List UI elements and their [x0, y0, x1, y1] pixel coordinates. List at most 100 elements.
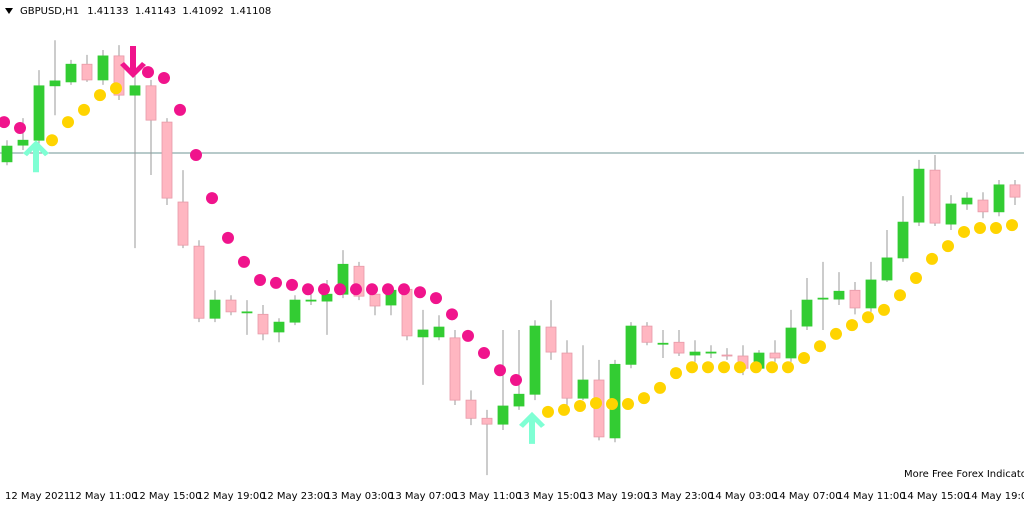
indicator-dot — [558, 403, 570, 416]
high-value: 1.41143 — [135, 6, 176, 17]
candle-body — [305, 299, 317, 302]
candle-body — [1, 145, 13, 163]
candle-body — [193, 245, 205, 319]
indicator-dot — [78, 103, 90, 116]
candle-body — [273, 321, 285, 333]
candle-body — [289, 299, 301, 323]
indicator-dot — [638, 392, 650, 405]
x-tick-label: 12 May 11:00 — [69, 491, 138, 502]
indicator-dot — [350, 283, 362, 296]
open-value: 1.41133 — [87, 6, 128, 17]
indicator-dot — [910, 272, 922, 285]
indicator-dot — [894, 289, 906, 302]
candle-body — [1009, 184, 1021, 198]
indicator-dot — [366, 283, 378, 296]
candle-body — [177, 201, 189, 246]
candle-body — [977, 199, 989, 213]
indicator-dot — [254, 273, 266, 286]
candle-body — [65, 63, 77, 83]
candle-body — [689, 351, 701, 356]
close-value: 1.41108 — [230, 6, 271, 17]
buy-arrow — [23, 140, 49, 173]
candle-body — [673, 341, 685, 354]
candle-body — [81, 63, 93, 81]
candle-body — [225, 299, 237, 313]
candle-body — [513, 393, 525, 407]
x-tick-label: 12 May 23:00 — [261, 491, 330, 502]
indicator-dot — [862, 311, 874, 324]
candle-body — [481, 417, 493, 425]
menu-triangle — [5, 8, 13, 14]
x-tick-label: 13 May 11:00 — [453, 491, 522, 502]
x-tick-label: 14 May 03:00 — [709, 491, 778, 502]
candle-body — [641, 325, 653, 343]
candle-body — [865, 279, 877, 309]
indicator-dot — [94, 89, 106, 102]
indicator-dot — [590, 397, 602, 410]
indicator-dot — [430, 292, 442, 305]
indicator-dot — [782, 361, 794, 374]
indicator-dot — [958, 225, 970, 238]
indicator-dot — [622, 398, 634, 411]
symbol: GBPUSD,H1 — [20, 6, 79, 17]
x-tick-label: 14 May 11:00 — [837, 491, 906, 502]
indicator-dot — [734, 361, 746, 374]
candle-body — [449, 337, 461, 401]
indicator-dot — [62, 116, 74, 129]
indicator-dot — [382, 283, 394, 296]
indicator-dot — [878, 303, 890, 316]
candle-body — [961, 197, 973, 205]
candle-body — [561, 352, 573, 399]
candle-body — [993, 184, 1005, 213]
x-tick-label: 12 May 2021 — [5, 491, 70, 502]
candle-body — [49, 80, 61, 87]
indicator-dot — [462, 329, 474, 342]
watermark: More Free Forex Indicato — [904, 469, 1024, 480]
candle-body — [129, 85, 141, 96]
indicator-dot — [334, 283, 346, 296]
indicator-dot — [942, 240, 954, 253]
indicator-dot — [750, 361, 762, 374]
candle-body — [801, 299, 813, 327]
candle-body — [545, 326, 557, 353]
indicator-dot — [830, 327, 842, 340]
indicator-dot — [414, 286, 426, 299]
indicator-dot — [926, 252, 938, 265]
candle-body — [433, 326, 445, 338]
indicator-dot — [110, 82, 122, 95]
candle-body — [417, 329, 429, 338]
indicator-dot — [142, 66, 154, 79]
indicator-dot — [766, 361, 778, 374]
x-tick-label: 14 May 15:00 — [901, 491, 970, 502]
candle-body — [817, 297, 829, 300]
indicator-dot — [686, 361, 698, 374]
candle-body — [401, 288, 413, 337]
indicator-dot — [846, 319, 858, 332]
candle-body — [881, 257, 893, 281]
indicator-dot — [702, 361, 714, 374]
x-tick-label: 14 May 19:00 — [965, 491, 1024, 502]
candle-body — [529, 325, 541, 395]
candle-body — [257, 313, 269, 335]
indicator-dot — [494, 364, 506, 377]
header: GBPUSD,H1 1.41133 1.41143 1.41092 1.4110… — [20, 6, 271, 17]
indicator-dot — [670, 367, 682, 380]
candle-body — [97, 55, 109, 81]
indicator-dot — [14, 121, 26, 134]
candle-body — [577, 379, 589, 399]
indicator-dot — [478, 347, 490, 360]
candle-body — [465, 399, 477, 419]
candle-body — [241, 311, 253, 314]
candle-body — [113, 55, 125, 96]
x-tick-label: 13 May 23:00 — [645, 491, 714, 502]
indicator-dot — [190, 148, 202, 161]
indicator-dot — [158, 71, 170, 84]
candle-body — [369, 293, 381, 307]
candle-body — [721, 354, 733, 357]
indicator-dot — [718, 361, 730, 374]
candle-body — [897, 221, 909, 259]
indicator-dot — [510, 374, 522, 387]
x-tick-label: 13 May 07:00 — [389, 491, 458, 502]
candle-body — [945, 203, 957, 225]
